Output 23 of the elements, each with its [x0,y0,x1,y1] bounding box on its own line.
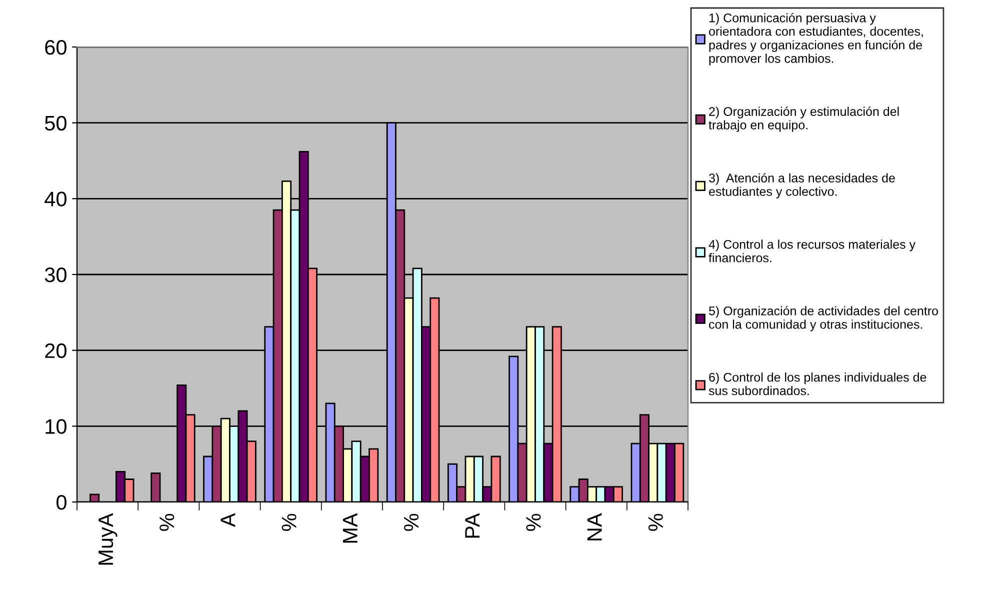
y-tick-label: 40 [44,192,66,206]
legend-label: 1) Comunicación persuasiva y orientadora con estudiantes, docentes, padres y organizaciones en función de promover los cambios. [709,13,923,66]
x-tick-label: % [160,514,174,531]
x-tick-label: % [526,514,541,531]
x-tick-label: % [282,514,296,531]
legend-label: 4) Control a los recursos materiales y financieros. [708,240,916,262]
x-tick-label: PA [465,513,480,538]
y-tick-label: 30 [44,268,66,282]
legend-label: 3) Atención a las necesidades de estudiantes y colectivo. [708,173,895,198]
x-tick-label: MA [343,513,358,543]
y-tick-label: 10 [46,419,66,434]
x-tick-label: % [648,514,663,531]
legend-label: 5) Organización de actividades del centro con la comunidad y otras instituciones. [709,306,938,332]
y-tick-label: 60 [45,40,66,55]
x-tick-label: MuyA [98,513,118,565]
y-tick-label: 50 [44,116,66,131]
x-tick-label: % [404,514,419,531]
x-tick-label: NA [587,513,602,540]
legend-label: 2) Organización y estimulación del trabajo en equipo. [708,106,899,132]
y-tick-label: 0 [56,495,66,510]
x-tick-label: A [220,513,236,527]
y-tick-label: 20 [45,343,66,358]
legend-label: 6) Control de los planes individuales de sus subordinados. [708,372,926,396]
